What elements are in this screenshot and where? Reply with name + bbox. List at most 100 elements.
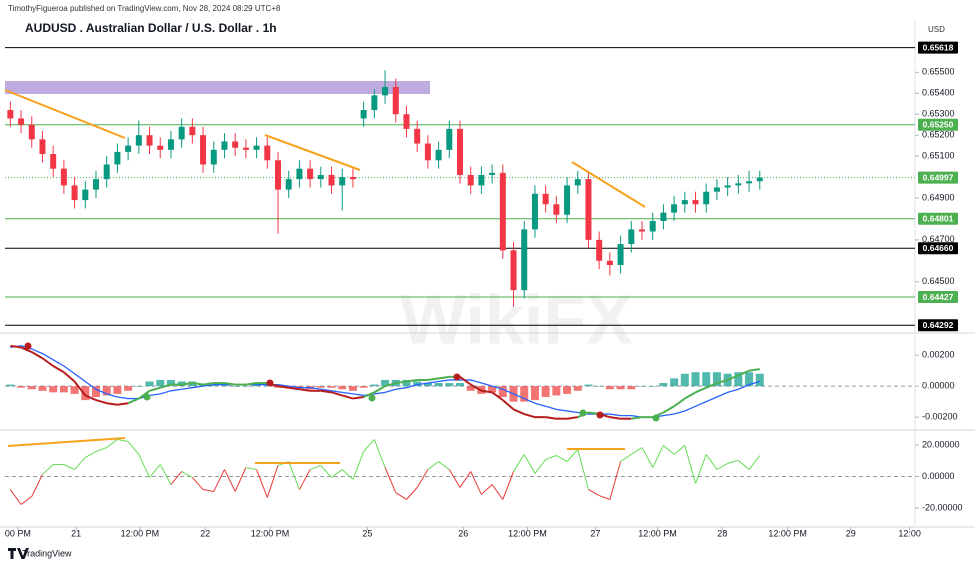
macd-segment — [523, 413, 536, 419]
macd-segment — [10, 344, 22, 349]
level-label-box — [918, 118, 958, 131]
level-label-box — [918, 171, 958, 184]
macd-segment — [138, 389, 151, 400]
oscillator-segment — [341, 469, 354, 480]
x-tick-label: 21 — [71, 528, 81, 538]
candle-body — [392, 87, 399, 115]
macd-segment — [192, 382, 204, 386]
oscillator-segment — [695, 454, 707, 484]
oscillator-segment — [748, 455, 761, 470]
candle-body — [746, 181, 753, 184]
logo-icon — [8, 548, 29, 559]
macd-segment — [41, 357, 54, 367]
histogram-bar — [755, 373, 764, 387]
oscillator-segment — [159, 464, 172, 485]
candle-body — [671, 204, 678, 213]
candle-body — [50, 154, 57, 169]
watermark: WikiFX — [400, 280, 633, 358]
macd-segment — [63, 371, 76, 383]
candle-body — [242, 147, 249, 150]
macd-segment — [491, 391, 504, 401]
x-tick-label: 12:00 PM — [638, 528, 677, 538]
candle-body — [189, 126, 196, 136]
macd-segment — [106, 402, 118, 406]
oscillator-segment — [181, 471, 193, 478]
cross-dot — [143, 393, 151, 401]
y-tick-label: 0.65400 — [922, 88, 955, 98]
y-tick-label: 0.65300 — [922, 109, 955, 119]
histogram-bar — [381, 379, 390, 387]
candle-body — [307, 168, 314, 180]
macd-segment — [117, 402, 129, 406]
x-tick-label: 25 — [362, 528, 372, 538]
macd-segment — [52, 365, 65, 374]
cross-dot — [368, 394, 376, 402]
oscillator-segment — [427, 461, 439, 470]
candle-body — [553, 204, 560, 215]
candle-body — [435, 149, 442, 161]
oscillator-segment — [566, 449, 579, 462]
macd-segment — [331, 391, 343, 397]
oscillator-segment — [481, 484, 493, 495]
candle-body — [157, 145, 164, 150]
macd-segment — [245, 382, 257, 386]
histogram-bar — [456, 383, 464, 387]
macd-segment — [352, 396, 364, 400]
candle-body — [692, 200, 699, 205]
oscillator-segment — [42, 464, 54, 475]
candle-body — [489, 172, 496, 175]
candle-body — [382, 87, 389, 96]
histogram-bar — [231, 386, 240, 387]
candle-body — [467, 174, 474, 186]
candle-body — [574, 179, 581, 186]
histogram-bar — [423, 383, 432, 387]
macd-segment — [224, 382, 236, 386]
oscillator-segment — [705, 454, 718, 470]
histogram-bar — [327, 386, 336, 388]
histogram-bar — [92, 386, 100, 397]
candle-body — [628, 229, 635, 245]
candle-body — [28, 124, 35, 140]
y-tick-label: 0.00200 — [922, 350, 955, 360]
oscillator-segment — [631, 447, 643, 455]
y-tick-label: 0.00000 — [922, 381, 955, 391]
candle-body — [167, 139, 174, 150]
candle-body — [253, 145, 260, 150]
supply-zone — [5, 81, 430, 94]
macd-segment — [684, 391, 697, 400]
x-tick-label: 26 — [458, 528, 468, 538]
oscillator-segment — [652, 445, 664, 468]
level-label-box — [918, 212, 958, 225]
oscillator-segment — [288, 461, 300, 490]
oscillator-segment — [266, 465, 279, 498]
candle-body — [681, 200, 688, 205]
oscillator-segment — [106, 439, 118, 448]
histogram-bar — [466, 386, 475, 391]
histogram-bar — [402, 379, 411, 387]
oscillator-segment — [138, 454, 150, 478]
candle-body — [200, 135, 207, 165]
x-tick-label: 12:00 — [898, 528, 921, 538]
macd-segment — [727, 374, 739, 381]
candle-body — [499, 172, 506, 251]
candle-body — [210, 149, 217, 165]
candle-body — [735, 183, 742, 186]
oscillator-segment — [673, 445, 686, 455]
oscillator-segment — [663, 445, 675, 455]
candle-body — [585, 179, 592, 240]
histogram-bar — [113, 386, 122, 394]
oscillator-segment — [298, 469, 311, 490]
histogram-bar — [648, 386, 657, 387]
macd-segment — [299, 388, 311, 392]
oscillator-segment — [95, 447, 107, 452]
histogram-bar — [316, 386, 325, 388]
oscillator-segment — [234, 467, 247, 492]
macd-segment — [716, 378, 728, 385]
oscillator-segment — [534, 459, 547, 474]
level-label-box — [918, 242, 958, 255]
histogram-bar — [445, 383, 454, 387]
plot: 0.65500 0.65400 0.65300 0.65200 0.65100 0.649… — [5, 41, 963, 538]
candle-body — [660, 212, 667, 222]
candle-body — [360, 110, 367, 119]
histogram-bar — [6, 384, 15, 387]
